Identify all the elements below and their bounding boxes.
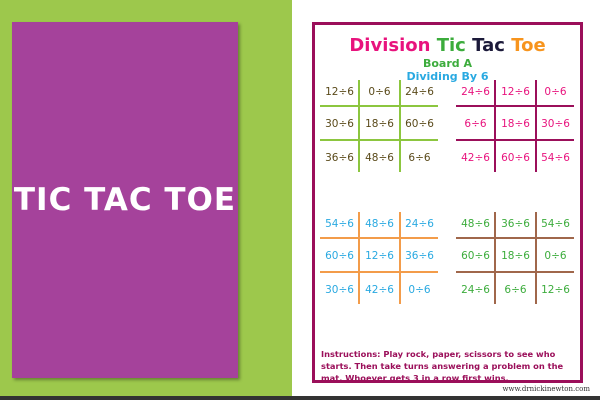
- grid-cell[interactable]: 30÷6: [541, 118, 570, 130]
- worksheet-frame: Division Tic Tac Toe Board A Dividing By…: [312, 22, 583, 383]
- grid-cell[interactable]: 54÷6: [325, 218, 354, 230]
- grid-cell[interactable]: 6÷6: [464, 118, 487, 130]
- grid-line: [358, 80, 360, 172]
- grid-cell[interactable]: 12÷6: [541, 284, 570, 296]
- grid-cell[interactable]: 0÷6: [544, 250, 567, 262]
- subtitle: Dividing By 6: [406, 70, 489, 83]
- grid-line: [399, 212, 401, 304]
- grid-cell[interactable]: 0÷6: [408, 284, 431, 296]
- grid-line: [320, 105, 438, 107]
- grid-cell[interactable]: 48÷6: [365, 218, 394, 230]
- grid-line: [358, 212, 360, 304]
- card-title: TIC TAC TOE: [13, 182, 237, 218]
- grid-line: [456, 271, 574, 273]
- grid-cell[interactable]: 60÷6: [325, 250, 354, 262]
- grid-cell[interactable]: 42÷6: [461, 152, 490, 164]
- bottom-bar: [0, 396, 600, 400]
- grid-cell[interactable]: 0÷6: [544, 86, 567, 98]
- title-word: Tic: [436, 35, 466, 56]
- grid-line: [320, 271, 438, 273]
- grid-line: [320, 139, 438, 141]
- grid-cell[interactable]: 30÷6: [325, 118, 354, 130]
- grid-line: [535, 212, 537, 304]
- grid-cell[interactable]: 60÷6: [405, 118, 434, 130]
- grid-cell[interactable]: 60÷6: [501, 152, 530, 164]
- tic-tac-toe-grid: 24÷6 12÷6 0÷6 6÷6 18÷6 30÷6 42÷6 60÷6 54÷6: [456, 80, 574, 172]
- grid-cell[interactable]: 48÷6: [461, 218, 490, 230]
- website-url: www.drnickinewton.com: [502, 385, 590, 393]
- grid-line: [535, 80, 537, 172]
- grid-cell[interactable]: 12÷6: [501, 86, 530, 98]
- worksheet-title: Division Tic Tac Toe: [315, 35, 580, 56]
- grid-line: [494, 212, 496, 304]
- grid-cell[interactable]: 24÷6: [461, 284, 490, 296]
- grid-cell[interactable]: 12÷6: [325, 86, 354, 98]
- grid-cell[interactable]: 18÷6: [501, 118, 530, 130]
- grid-cell[interactable]: 24÷6: [405, 86, 434, 98]
- grid-cell[interactable]: 24÷6: [405, 218, 434, 230]
- grid-cell[interactable]: 36÷6: [325, 152, 354, 164]
- title-word: Division: [349, 35, 431, 56]
- grid-line: [399, 80, 401, 172]
- grid-cell[interactable]: 36÷6: [405, 250, 434, 262]
- grid-cell[interactable]: 48÷6: [365, 152, 394, 164]
- grid-line: [456, 139, 574, 141]
- grid-cell[interactable]: 60÷6: [461, 250, 490, 262]
- grid-cell[interactable]: 12÷6: [365, 250, 394, 262]
- tic-tac-toe-grid: 12÷6 0÷6 24÷6 30÷6 18÷6 60÷6 36÷6 48÷6 6÷6: [320, 80, 438, 172]
- tic-tac-toe-grid: 48÷6 36÷6 54÷6 60÷6 18÷6 0÷6 24÷6 6÷6 12÷6: [456, 212, 574, 304]
- tic-tac-toe-card: TIC TAC TOE: [12, 22, 238, 378]
- grid-cell[interactable]: 6÷6: [408, 152, 431, 164]
- grid-line: [456, 105, 574, 107]
- instructions: Instructions: Play rock, paper, scissors…: [321, 349, 564, 383]
- grid-line: [456, 237, 574, 239]
- grid-cell[interactable]: 42÷6: [365, 284, 394, 296]
- grid-cell[interactable]: 54÷6: [541, 218, 570, 230]
- grid-cell[interactable]: 18÷6: [501, 250, 530, 262]
- grid-cell[interactable]: 6÷6: [504, 284, 527, 296]
- grid-cell[interactable]: 18÷6: [365, 118, 394, 130]
- board-label: Board A: [422, 57, 472, 70]
- grid-cell[interactable]: 36÷6: [501, 218, 530, 230]
- grid-cell[interactable]: 0÷6: [368, 86, 391, 98]
- worksheet-page: Division Tic Tac Toe Board A Dividing By…: [292, 0, 600, 396]
- grid-cell[interactable]: 30÷6: [325, 284, 354, 296]
- tic-tac-toe-grid: 54÷6 48÷6 24÷6 60÷6 12÷6 36÷6 30÷6 42÷6 0÷6: [320, 212, 438, 304]
- grid-cell[interactable]: 24÷6: [461, 86, 490, 98]
- grid-line: [320, 237, 438, 239]
- grid-line: [494, 80, 496, 172]
- title-word: Tac: [472, 35, 505, 56]
- title-word: Toe: [511, 35, 546, 56]
- grid-cell[interactable]: 54÷6: [541, 152, 570, 164]
